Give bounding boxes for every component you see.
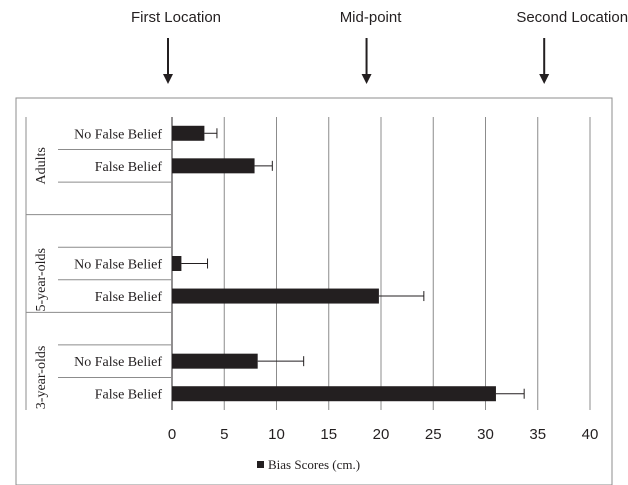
row-label: No False Belief [74, 355, 162, 370]
x-tick-label: 30 [477, 426, 494, 443]
bar [172, 353, 258, 369]
marker-arrowhead [361, 74, 372, 84]
legend-label: Bias Scores (cm.) [268, 457, 360, 472]
group-label: 3-year-olds [34, 346, 49, 409]
marker-label: First Location [131, 9, 221, 26]
x-tick-label: 35 [529, 426, 546, 443]
x-tick-label: 10 [268, 426, 285, 443]
row-label: False Belief [95, 388, 163, 403]
bar [172, 288, 379, 304]
row-label: No False Belief [74, 127, 162, 142]
x-tick-label: 15 [320, 426, 337, 443]
bar [172, 386, 496, 402]
row-label: False Belief [95, 160, 163, 175]
legend-swatch [257, 461, 264, 468]
group-label: 5-year-olds [34, 248, 49, 311]
bars [172, 125, 525, 402]
row-label: False Belief [95, 290, 163, 305]
marker-arrowhead [163, 74, 173, 84]
x-tick-label: 0 [168, 426, 176, 443]
bar [172, 125, 205, 141]
bar [172, 256, 182, 271]
x-tick-label: 40 [582, 426, 599, 443]
marker-label: Mid-point [340, 9, 403, 26]
x-tick-label: 20 [373, 426, 390, 443]
bar [172, 158, 255, 174]
legend: Bias Scores (cm.) [257, 457, 360, 472]
category-axis: Adults No False Belief False Belief 5-year-… [25, 117, 172, 410]
marker-label: Second Location [516, 9, 628, 26]
location-markers: First Location Mid-point Second Location [131, 9, 628, 84]
x-tick-label: 5 [220, 426, 228, 443]
chart-frame [15, 97, 613, 485]
marker-arrowhead [539, 74, 550, 84]
x-axis-ticks: 0 5 10 15 20 25 30 35 40 [168, 426, 599, 443]
x-tick-label: 25 [425, 426, 442, 443]
row-label: No False Belief [74, 258, 162, 273]
group-label: Adults [34, 147, 49, 184]
